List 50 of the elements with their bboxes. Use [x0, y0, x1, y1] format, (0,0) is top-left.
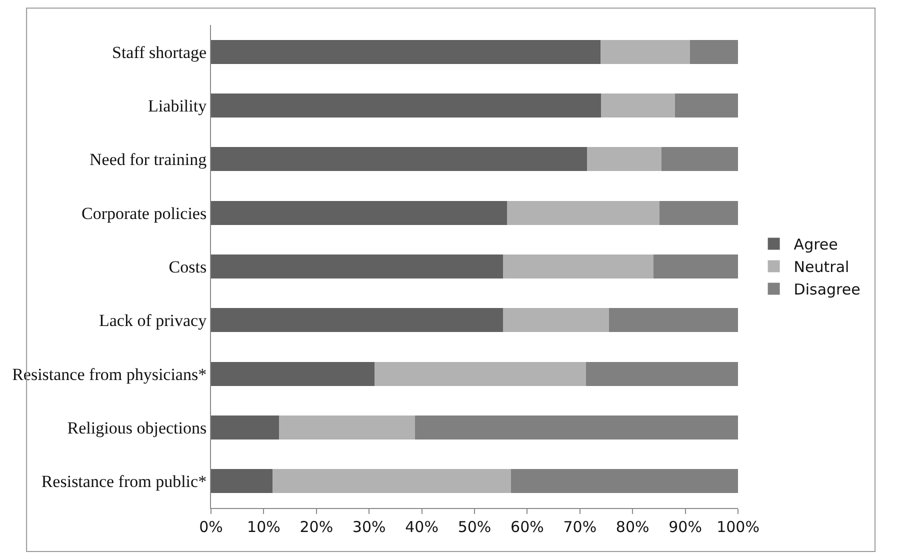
bar — [414, 415, 738, 440]
y-tick-label: Religious objections — [67, 418, 207, 438]
y-tick-label: Need for training — [90, 150, 208, 170]
y-tick-label: Costs — [168, 257, 207, 276]
bar — [374, 362, 586, 386]
bar — [502, 308, 609, 332]
bar — [586, 362, 738, 386]
y-tick-label: Staff shortage — [112, 42, 207, 62]
x-tick-label: 20% — [300, 518, 334, 536]
bar — [608, 308, 738, 332]
bar — [211, 40, 600, 64]
bar — [586, 147, 662, 172]
x-tick-label: 90% — [668, 518, 702, 536]
y-tick-label: Resistance from public* — [41, 472, 207, 492]
x-tick-label: 0% — [199, 518, 223, 536]
bar — [211, 254, 503, 279]
legend-label: Agree — [794, 236, 838, 254]
bar — [211, 415, 279, 440]
bar — [600, 40, 690, 64]
x-tick-label: 10% — [247, 518, 280, 536]
y-tick-label: Corporate policies — [81, 204, 207, 223]
bar — [278, 415, 415, 440]
bar — [659, 200, 738, 225]
legend-label: Neutral — [794, 258, 850, 276]
bar — [662, 147, 738, 172]
x-tick-label: 40% — [405, 518, 438, 536]
x-tick-label: 100% — [716, 518, 760, 536]
bar — [211, 147, 587, 172]
x-tick-label: 80% — [616, 518, 650, 536]
legend-label: Disagree — [794, 280, 860, 299]
x-tick-label: 50% — [458, 518, 492, 536]
bar — [211, 200, 508, 225]
bar — [211, 93, 601, 118]
bar — [510, 469, 738, 494]
bar — [211, 469, 273, 494]
x-tick-label: 30% — [352, 518, 386, 536]
x-tick-label: 60% — [510, 518, 544, 536]
bar — [654, 254, 738, 279]
y-tick-label: Resistance from physicians* — [12, 364, 207, 384]
x-tick-label: 70% — [563, 518, 597, 536]
bar — [502, 254, 654, 279]
bar — [690, 40, 738, 64]
bar — [211, 362, 374, 386]
bar — [272, 469, 511, 494]
y-tick-label: Lack of privacy — [98, 311, 208, 330]
bar — [674, 93, 738, 118]
bar — [507, 200, 660, 225]
bar — [211, 308, 503, 332]
bar — [600, 93, 675, 118]
y-tick-label: Liability — [148, 96, 208, 116]
